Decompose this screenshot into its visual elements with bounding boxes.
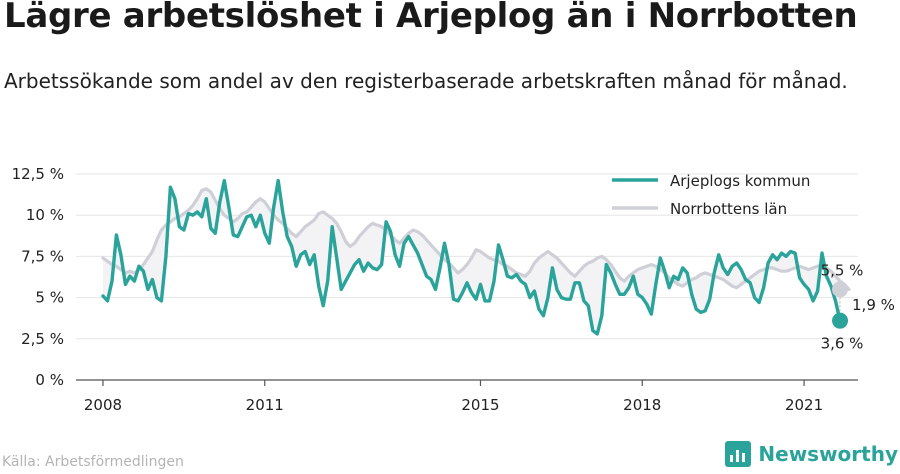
x-tick-label: 2015	[461, 396, 499, 414]
x-tick-label: 2021	[785, 396, 823, 414]
page-title: Lägre arbetslöshet i Arjeplog än i Norrb…	[4, 0, 858, 36]
series-line-norrbotten	[101, 187, 851, 291]
legend-label-norrbotten: Norrbottens län	[670, 200, 787, 218]
end-label-difference: 1,9 %	[852, 296, 895, 314]
y-tick-label: 2,5 %	[21, 330, 64, 348]
brand-name: Newsworthy	[758, 442, 898, 466]
x-tick-label: 2018	[623, 396, 661, 414]
y-tick-label: 12,5 %	[12, 165, 64, 183]
newsworthy-logo-icon	[725, 441, 752, 467]
end-label-norrbotten: 5,5 %	[821, 261, 864, 279]
y-tick-label: 7,5 %	[21, 247, 64, 265]
end-marker-norrbotten	[832, 281, 849, 298]
source-note: Källa: Arbetsförmedlingen	[2, 454, 184, 470]
page-subtitle: Arbetssökande som andel av den registerb…	[4, 69, 848, 93]
y-tick-label: 10 %	[26, 206, 64, 224]
line-chart: 0 % 2,5 % 5 % 7,5 % 10 % 12,5 % 2008 2011 2015 20…	[12, 165, 895, 414]
x-tick-label: 2011	[246, 396, 284, 414]
end-label-arjeplog: 3,6 %	[821, 335, 864, 353]
end-marker-arjeplog	[832, 312, 849, 329]
y-tick-label: 0 %	[35, 371, 64, 389]
x-tick-label: 2008	[84, 396, 122, 414]
brand-logo: Newsworthy	[725, 441, 898, 467]
series-line-arjeplog	[101, 178, 842, 336]
y-tick-label: 5 %	[35, 289, 64, 307]
legend-label-arjeplog: Arjeplogs kommun	[670, 172, 810, 190]
